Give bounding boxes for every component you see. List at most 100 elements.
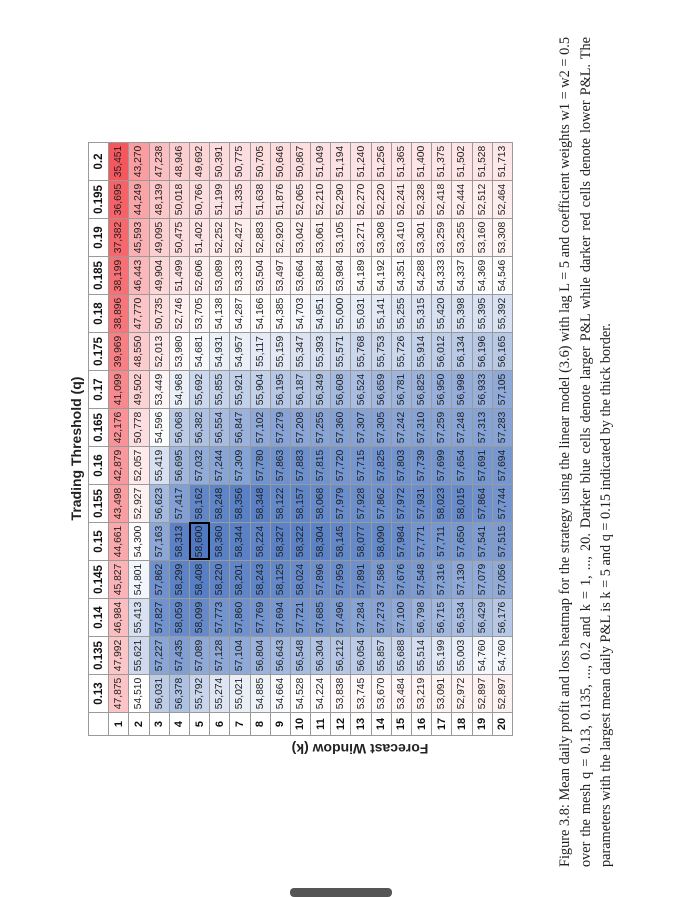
heatmap-cell: 57,780 (250, 446, 271, 485)
row-header-k: 19 (472, 712, 493, 736)
heatmap-cell: 57,105 (492, 370, 513, 409)
heatmap-cell: 53,308 (492, 218, 513, 257)
heatmap-cell: 57,928 (350, 484, 372, 523)
table-row: 14 53,670 55,857 57,273 57,586 58,090 57,862 57… (371, 142, 392, 736)
heatmap-cell: 53,308 (371, 218, 392, 257)
heatmap-cell: 57,248 (451, 408, 473, 447)
table-row: 4 56,378 57,435 58,059 58,299 58,313 57,417 56,… (169, 142, 190, 736)
heatmap-cell: 56,134 (451, 332, 473, 371)
column-header-q: 0.175 (88, 332, 109, 371)
heatmap-cell: 54,138 (209, 294, 230, 333)
heatmap-cell: 56,176 (492, 598, 513, 637)
heatmap-cell: 57,089 (189, 636, 210, 675)
heatmap-cell: 57,104 (229, 636, 250, 675)
heatmap-cell: 51,256 (371, 142, 392, 181)
heatmap-cell: 57,827 (149, 598, 170, 637)
heatmap-cell: 47,770 (128, 294, 150, 333)
scrollbar-thumb[interactable] (290, 888, 392, 897)
heatmap-cell: 51,876 (270, 180, 291, 219)
heatmap-cell: 57,815 (310, 446, 331, 485)
heatmap-cell: 54,968 (169, 370, 190, 409)
heatmap-cell: 56,608 (330, 370, 351, 409)
heatmap-cell: 56,212 (330, 636, 351, 675)
table-row: 16 53,219 55,514 56,798 57,548 57,771 57,931 57… (411, 142, 432, 736)
heatmap-cell: 55,921 (229, 370, 250, 409)
table-row: 2 54,510 55,621 55,413 54,801 54,300 52,927 52,… (128, 142, 150, 736)
row-header-k: 2 (128, 712, 150, 736)
heatmap-cell: 54,596 (149, 408, 170, 447)
heatmap-cell: 56,933 (472, 370, 493, 409)
heatmap-cell: 52,418 (431, 180, 452, 219)
heatmap-cell: 57,650 (451, 522, 473, 561)
heatmap-cell: 55,315 (411, 294, 432, 333)
table-row: 5 55,792 57,089 58,099 58,408 58,600 58,162 57,… (189, 142, 210, 736)
heatmap-cell: 58,224 (250, 522, 271, 561)
heatmap-cell: 53,497 (270, 256, 291, 295)
y-axis-title: Forecast Window (k) (291, 741, 429, 757)
heatmap-cell: 58,327 (270, 522, 291, 561)
heatmap-cell: 57,771 (411, 522, 432, 561)
heatmap-cell: 51,375 (431, 142, 452, 181)
heatmap-cell: 54,166 (250, 294, 271, 333)
heatmap-cell: 56,998 (451, 370, 473, 409)
heatmap-cell: 55,914 (411, 332, 432, 371)
row-header-k: 8 (250, 712, 271, 736)
heatmap-cell: 52,065 (290, 180, 311, 219)
heatmap-cell: 55,904 (250, 370, 271, 409)
heatmap-cell: 49,692 (189, 142, 210, 181)
heatmap-cell: 57,863 (270, 446, 291, 485)
heatmap-cell: 48,550 (128, 332, 150, 371)
row-header-k: 6 (209, 712, 230, 736)
table-row: 19 52,897 54,760 56,429 57,079 57,541 57,864 57… (472, 142, 493, 736)
row-header-k: 1 (108, 712, 129, 736)
heatmap-cell: 58,313 (169, 522, 190, 561)
column-header-q: 0.16 (88, 446, 109, 485)
table-row: 18 52,972 55,003 56,534 57,130 57,650 58,015 57… (451, 142, 473, 736)
row-header-k: 4 (169, 712, 190, 736)
heatmap-cell: 57,891 (350, 560, 372, 599)
heatmap-cell: 57,310 (411, 408, 432, 447)
heatmap-cell: 57,273 (371, 598, 392, 637)
row-header-k: 10 (290, 712, 311, 736)
heatmap-cell: 58,162 (189, 484, 210, 523)
heatmap-cell: 54,192 (371, 256, 392, 295)
heatmap-cell: 57,860 (229, 598, 250, 637)
heatmap-cell: 57,284 (350, 598, 372, 637)
heatmap-cell: 55,159 (270, 332, 291, 371)
heatmap-cell: 57,896 (310, 560, 331, 599)
heatmap-cell: 51,528 (472, 142, 493, 181)
heatmap-cell: 57,711 (431, 522, 452, 561)
heatmap-cell: 56,623 (149, 484, 170, 523)
heatmap-cell: 58,322 (290, 522, 311, 561)
heatmap-cell: 50,475 (169, 218, 190, 257)
heatmap-cell: 54,287 (229, 294, 250, 333)
heatmap-cell: 52,252 (209, 218, 230, 257)
heatmap-cell: 52,897 (472, 674, 493, 713)
heatmap-cell: 56,643 (270, 636, 291, 675)
heatmap-cell: 57,242 (391, 408, 412, 447)
heatmap-cell: 54,681 (189, 332, 210, 371)
heatmap-cell: 52,972 (451, 674, 473, 713)
heatmap-cell: 55,419 (149, 446, 170, 485)
table-row: 7 55,021 57,104 57,860 58,201 58,344 58,356 57,… (229, 142, 250, 736)
heatmap-cell: 52,897 (492, 674, 513, 713)
heatmap-cell: 57,128 (209, 636, 230, 675)
heatmap-cell: 57,862 (149, 560, 170, 599)
heatmap-cell: 58,145 (330, 522, 351, 561)
table-row: 11 54,224 56,304 57,685 57,896 58,304 58,068 57… (310, 142, 331, 736)
heatmap-cell: 57,435 (169, 636, 190, 675)
heatmap-cell: 51,365 (391, 142, 412, 181)
heatmap-cell: 53,255 (451, 218, 473, 257)
heatmap-cell: 55,753 (371, 332, 392, 371)
heatmap-cell: 57,244 (209, 446, 230, 485)
heatmap-cell: 51,240 (350, 142, 372, 181)
heatmap-cell: 57,959 (330, 560, 351, 599)
heatmap-cell: 56,187 (290, 370, 311, 409)
heatmap-cell: 57,309 (229, 446, 250, 485)
heatmap-cell: 57,744 (492, 484, 513, 523)
heatmap-cell: 55,141 (371, 294, 392, 333)
heatmap-cell: 53,504 (250, 256, 271, 295)
heatmap-cell: 56,382 (189, 408, 210, 447)
column-header-q: 0.195 (88, 180, 109, 219)
